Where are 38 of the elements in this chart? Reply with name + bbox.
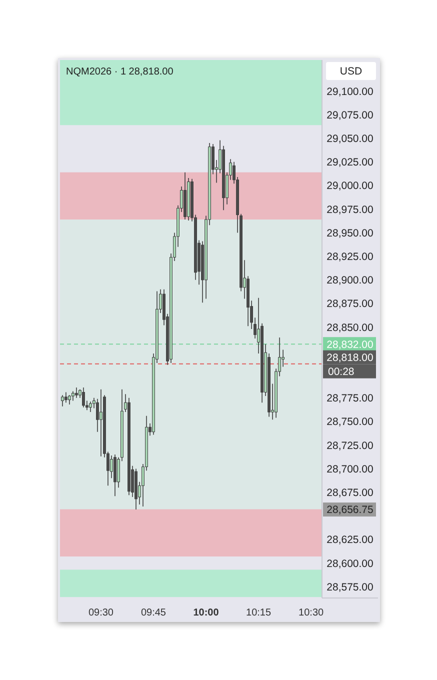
candlestick — [61, 394, 64, 407]
y-tick-label: 29,025.00 — [326, 156, 374, 169]
y-tick-label: 28,625.00 — [326, 534, 374, 546]
candlestick — [75, 387, 78, 398]
candlestick — [72, 390, 74, 402]
text: 00:28 — [328, 366, 354, 378]
y-axis-title: USD — [340, 66, 362, 78]
y-tick-label: 28,925.00 — [326, 251, 374, 263]
y-tick-label: 29,100.00 — [326, 86, 374, 98]
text: 28,656.75 — [326, 504, 374, 516]
y-tick-label: 28,575.00 — [326, 581, 374, 594]
y-tick-label: 29,050.00 — [326, 133, 374, 146]
y-tick-label: 28,675.00 — [326, 486, 374, 499]
text: 28,818.00 — [326, 352, 374, 364]
y-tick-label: 28,700.00 — [326, 463, 374, 476]
x-tick-label: 09:30 — [88, 608, 114, 618]
candlestick — [68, 394, 71, 405]
y-tick-label: 28,850.00 — [326, 322, 374, 334]
y-tick-label: 29,000.00 — [326, 180, 374, 192]
x-tick-label: 09:45 — [140, 608, 166, 618]
y-tick-label: 28,875.00 — [326, 298, 374, 310]
y-tick-label: 29,075.00 — [326, 109, 374, 122]
candlestick — [64, 392, 68, 404]
y-tick-label: 28,900.00 — [326, 274, 374, 287]
y-tick-label: 28,600.00 — [326, 558, 374, 570]
text: NQM2026 · 1 28,818.00 — [66, 66, 174, 78]
ref-line-label: 28,832.00 — [326, 338, 374, 351]
y-tick-label: 28,750.00 — [326, 416, 374, 428]
x-tick-label: 10:00 — [193, 608, 220, 618]
y-tick-label: 28,725.00 — [326, 440, 374, 452]
x-tick-label: 10:15 — [246, 608, 272, 618]
y-tick-label: 28,950.00 — [326, 227, 374, 240]
candlestick — [82, 387, 85, 408]
y-tick-label: 28,775.00 — [326, 392, 374, 405]
y-tick-label: 28,975.00 — [326, 204, 374, 216]
candlestick — [100, 389, 102, 457]
x-tick-label: 10:30 — [298, 608, 324, 618]
candlestick — [89, 401, 92, 412]
